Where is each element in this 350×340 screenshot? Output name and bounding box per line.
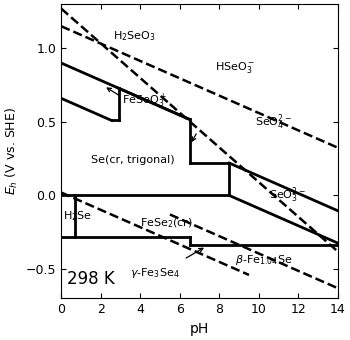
Text: Se(cr, trigonal): Se(cr, trigonal) [91, 155, 174, 165]
Text: SeO$_4^{2-}$: SeO$_4^{2-}$ [255, 112, 292, 132]
Text: FeSe$_2$(cr): FeSe$_2$(cr) [140, 217, 193, 230]
Text: $\beta$-Fe$_{1.04}$Se: $\beta$-Fe$_{1.04}$Se [235, 253, 293, 267]
Text: $\gamma$-Fe$_3$Se$_4$: $\gamma$-Fe$_3$Se$_4$ [131, 267, 180, 280]
Text: SeO$_3^{2-}$: SeO$_3^{2-}$ [269, 186, 306, 205]
Y-axis label: $E_h$ (V vs. SHE): $E_h$ (V vs. SHE) [4, 107, 20, 195]
Text: FeSeO$_3^+$: FeSeO$_3^+$ [122, 92, 168, 110]
Text: 298 K: 298 K [67, 270, 115, 288]
Text: H$_2$SeO$_3$: H$_2$SeO$_3$ [113, 30, 155, 44]
X-axis label: pH: pH [190, 322, 209, 336]
Text: HSeO$_3^-$: HSeO$_3^-$ [215, 60, 256, 75]
Text: H$_2$Se: H$_2$Se [63, 209, 92, 223]
